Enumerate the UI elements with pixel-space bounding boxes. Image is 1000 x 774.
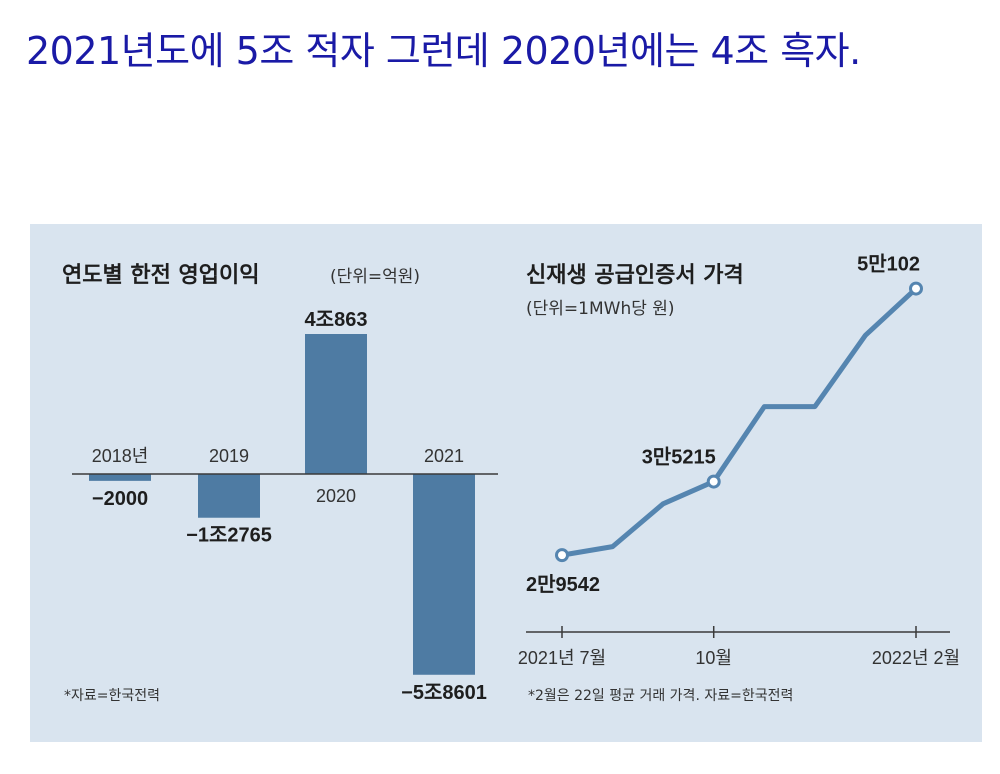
line-point-label: 2만9542	[526, 573, 600, 596]
line-tick-label: 2021년 7월	[518, 648, 606, 668]
bar-category-label: 2018년	[92, 446, 149, 466]
bar-2019	[198, 474, 260, 518]
line-point-label: 5만102	[857, 253, 920, 276]
bar-chart-source: *자료=한국전력	[64, 688, 160, 704]
bar-category-label: 2019	[209, 446, 249, 466]
bar-value-label: −5조8601	[401, 682, 487, 704]
bar-category-label: 2020	[316, 486, 356, 506]
line-tick-label: 2022년 2월	[872, 648, 960, 668]
line-chart: 신재생 공급인증서 가격 (단위=1MWh당 원) 2021년 7월 10월 202…	[518, 253, 960, 704]
bar-category-label: 2021	[424, 446, 464, 466]
line-tick-label: 10월	[695, 648, 732, 668]
bar-value-label: 4조863	[305, 309, 368, 331]
line-tick-layer: 2021년 7월 10월 2022년 2월	[518, 626, 960, 668]
bar-chart: 연도별 한전 영업이익 (단위=억원) 2018년 −2000 2019 −1조276…	[62, 263, 498, 704]
headline: 2021년도에 5조 적자 그런데 2020년에는 4조 흑자.	[26, 29, 861, 73]
line-chart-title: 신재생 공급인증서 가격	[526, 263, 744, 288]
line-series	[559, 286, 919, 558]
line-point-marker	[706, 474, 721, 489]
line-point-layer: 2만9542 3만5215 5만102	[526, 253, 923, 596]
bar-label-layer: 2018년 −2000 2019 −1조2765 2020 4조863 2021 −5조860…	[92, 309, 487, 704]
line-point-marker	[909, 281, 923, 296]
bar-2018	[89, 474, 151, 481]
line-point-marker	[555, 548, 569, 563]
charts-svg: 연도별 한전 영업이익 (단위=억원) 2018년 −2000 2019 −1조276…	[62, 253, 960, 704]
line-chart-unit: (단위=1MWh당 원)	[526, 299, 675, 319]
bar-value-label: −2000	[92, 488, 148, 510]
line-chart-source: *2월은 22일 평균 거래 가격. 자료=한국전력	[528, 688, 793, 704]
chart-panel: 연도별 한전 영업이익 (단위=억원) 2018년 −2000 2019 −1조276…	[30, 224, 982, 742]
line-point-label: 3만5215	[642, 446, 716, 469]
bar-2021	[413, 474, 475, 675]
bar-value-label: −1조2765	[186, 525, 272, 547]
bar-2020	[305, 334, 367, 474]
bar-chart-unit: (단위=억원)	[330, 267, 420, 287]
bar-chart-title: 연도별 한전 영업이익	[62, 263, 259, 288]
bar-layer	[89, 334, 475, 675]
